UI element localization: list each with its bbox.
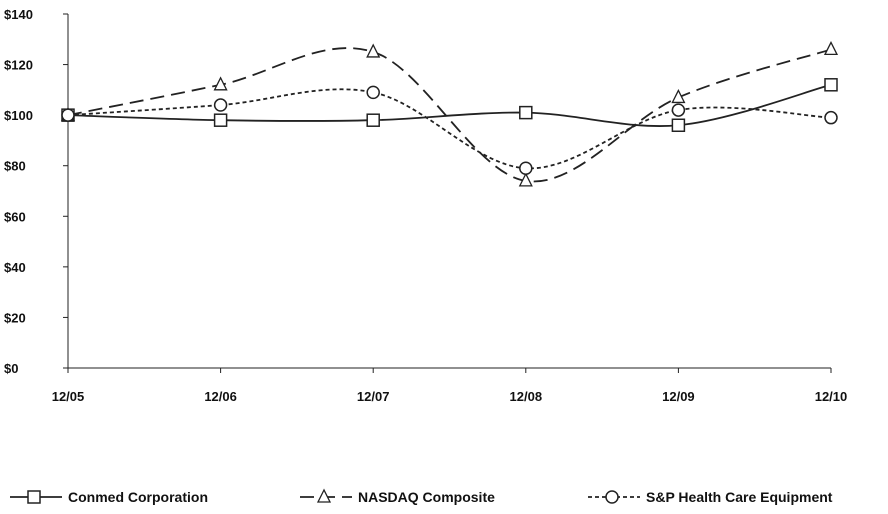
series-line-circle: [67, 88, 832, 170]
data-point-circle: [61, 108, 75, 122]
data-point-circle: [366, 85, 380, 100]
data-point-circle: [824, 110, 838, 125]
legend-item: NASDAQ Composite: [300, 488, 495, 505]
y-tick-label: $40: [4, 260, 26, 275]
y-tick-label: $80: [4, 159, 26, 174]
legend-label: S&P Health Care Equipment: [646, 489, 833, 505]
y-tick-label: $60: [4, 209, 26, 224]
data-point-square: [366, 113, 380, 127]
data-point-triangle: [213, 76, 228, 91]
legend-marker-circle: [605, 490, 619, 504]
x-axis-ticks: 12/05 12/06 12/07 12/08 12/09 12/10: [52, 368, 848, 404]
x-tick-label: 12/07: [357, 389, 390, 404]
x-tick-label: 12/09: [662, 389, 695, 404]
x-tick-label: 12/10: [815, 389, 848, 404]
y-tick-label: $140: [4, 7, 33, 22]
y-axis-ticks: $0 $20 $40 $60 $80 $100 $120 $140: [4, 7, 68, 376]
legend-item: S&P Health Care Equipment: [588, 489, 833, 505]
data-point-square: [519, 105, 533, 120]
y-tick-label: $0: [4, 361, 18, 376]
data-point-circle: [213, 98, 228, 112]
data-point-triangle: [518, 172, 533, 187]
legend-label: NASDAQ Composite: [358, 489, 495, 505]
legend-marker-square: [27, 490, 41, 504]
series-markers: [60, 40, 839, 187]
legend-label: Conmed Corporation: [68, 489, 208, 505]
data-point-square: [671, 118, 686, 133]
x-tick-label: 12/08: [510, 389, 543, 404]
data-point-triangle: [823, 40, 839, 56]
chart-axes: [67, 14, 831, 369]
y-tick-label: $120: [4, 58, 33, 73]
y-tick-label: $20: [4, 310, 26, 325]
data-point-square: [213, 113, 228, 127]
data-point-triangle: [366, 43, 381, 58]
x-tick-label: 12/05: [52, 389, 85, 404]
chart-legend: Conmed Corporation NASDAQ Composite S&P He…: [10, 488, 833, 505]
series-line-triangle: [67, 47, 832, 183]
x-tick-label: 12/06: [204, 389, 237, 404]
series-lines: [67, 47, 832, 183]
legend-item: Conmed Corporation: [10, 489, 208, 505]
y-tick-label: $100: [4, 108, 33, 123]
data-point-circle: [671, 103, 686, 117]
legend-marker-triangle: [316, 488, 332, 503]
data-point-triangle: [671, 88, 686, 104]
data-point-square: [824, 78, 838, 92]
series-line-square: [67, 83, 832, 127]
data-point-circle: [519, 161, 533, 175]
